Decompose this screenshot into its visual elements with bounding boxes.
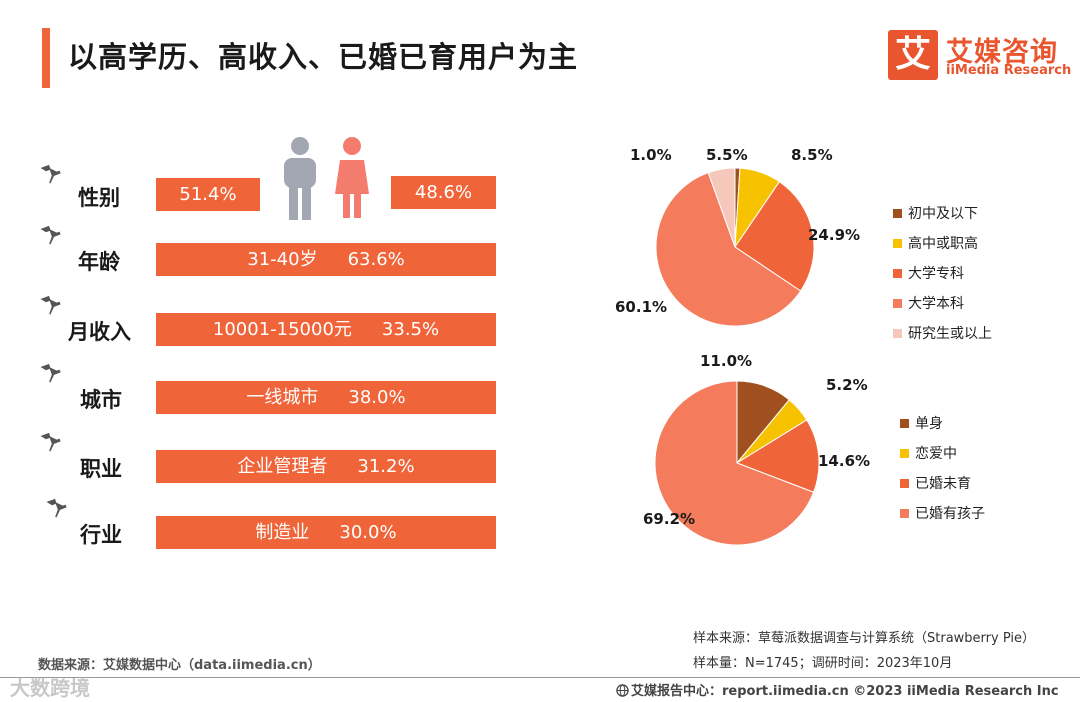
sample-source-note: 样本来源：草莓派数据调查与计算系统（Strawberry Pie）: [693, 631, 1035, 646]
female-person-icon: [335, 137, 369, 218]
watermark-text: 大数跨境: [10, 676, 90, 700]
occupation-value: 31.2%: [357, 456, 415, 477]
legend-label: 已婚未育: [915, 476, 971, 492]
globe-icon: [616, 684, 629, 697]
pushpin-icon: [40, 432, 61, 452]
industry-label: 行业: [80, 523, 122, 547]
legend-label: 单身: [915, 416, 943, 432]
city-category: 一线城市: [246, 387, 319, 408]
pie-slice-edu-3: [655, 172, 802, 327]
income-category: 10001-15000元: [212, 319, 352, 340]
report-center-text: 艾媒报告中心：report.iimedia.cn ©2023 iiMedia R…: [631, 684, 1059, 699]
industry-value: 30.0%: [339, 522, 397, 543]
legend-label: 大学专科: [908, 266, 964, 282]
pie-data-label: 14.6%: [818, 452, 870, 470]
legend-swatch: [900, 449, 909, 458]
age-value: 63.6%: [347, 249, 405, 270]
pie-slice-marital-2: [735, 419, 820, 493]
gender-label: 性别: [78, 186, 120, 210]
title-accent-bar: [42, 28, 50, 88]
age-label: 年龄: [78, 250, 120, 274]
occupation-bar: 企业管理者 31.2%: [156, 450, 496, 483]
income-bar: 10001-15000元 33.5%: [156, 313, 496, 346]
legend-swatch: [900, 419, 909, 428]
data-source-note: 数据来源：艾媒数据中心（data.iimedia.cn）: [38, 658, 321, 673]
marital-pie-chart: 11.0% 5.2% 14.6% 69.2%: [643, 352, 870, 546]
gender-male-bar: 51.4%: [156, 178, 260, 211]
legend-swatch: [900, 509, 909, 518]
legend-label: 恋爱中: [915, 446, 957, 462]
legend-label: 大学本科: [908, 296, 964, 312]
city-label: 城市: [80, 388, 122, 412]
age-bar: 31-40岁 63.6%: [156, 243, 496, 276]
pie-slice-edu-2: [734, 180, 815, 292]
pushpin-icon: [46, 498, 67, 518]
industry-bar: 制造业 30.0%: [156, 516, 496, 549]
gender-female-bar: 48.6%: [391, 176, 496, 209]
legend-swatch: [900, 479, 909, 488]
pie-data-label: 5.5%: [706, 146, 748, 164]
pushpin-icon: [40, 164, 61, 184]
legend-swatch: [893, 269, 902, 278]
city-value: 38.0%: [348, 387, 406, 408]
pie-data-label: 5.2%: [826, 376, 868, 394]
legend-label: 高中或职高: [908, 236, 978, 252]
sample-size-note: 样本量：N=1745；调研时间：2023年10月: [693, 656, 953, 671]
report-center-note: 艾媒报告中心：report.iimedia.cn ©2023 iiMedia R…: [616, 680, 1059, 699]
logo-en-text: iiMedia Research: [946, 63, 1072, 78]
city-bar: 一线城市 38.0%: [156, 381, 496, 414]
pie-slice-marital-3: [654, 380, 815, 546]
pushpin-icon: [40, 295, 61, 315]
legend-label: 研究生或以上: [908, 326, 992, 342]
pie-data-label: 1.0%: [630, 146, 672, 164]
pie-slice-edu-4: [707, 167, 736, 248]
male-person-icon: [284, 137, 316, 220]
pushpin-icon: [40, 363, 61, 383]
page-title: 以高学历、高收入、已婚已育用户为主: [68, 40, 579, 74]
age-category: 31-40岁: [247, 249, 318, 270]
occupation-category: 企业管理者: [237, 456, 328, 477]
iimedia-logo: 艾 艾媒咨询 iiMedia Research: [888, 30, 1071, 80]
pie-data-label: 69.2%: [643, 510, 695, 528]
legend-label: 已婚有孩子: [915, 506, 985, 522]
pushpin-icon: [40, 225, 61, 245]
industry-category: 制造业: [255, 522, 310, 543]
pie-data-label: 24.9%: [808, 226, 860, 244]
income-label: 月收入: [68, 320, 131, 344]
footer-divider: [0, 677, 1080, 678]
legend-swatch: [893, 239, 902, 248]
pie-data-label: 60.1%: [615, 298, 667, 316]
legend-swatch: [893, 209, 902, 218]
pie-data-label: 8.5%: [791, 146, 833, 164]
income-value: 33.5%: [381, 319, 440, 340]
logo-icon: 艾: [888, 30, 938, 80]
logo-cn-text: 艾媒咨询: [946, 37, 1058, 68]
legend-label: 初中及以下: [908, 206, 978, 222]
pie-data-label: 11.0%: [700, 352, 752, 370]
legend-swatch: [893, 329, 902, 338]
education-pie-chart: 1.0% 8.5% 24.9% 60.1% 5.5%: [615, 146, 860, 327]
occupation-label: 职业: [80, 457, 122, 481]
legend-swatch: [893, 299, 902, 308]
